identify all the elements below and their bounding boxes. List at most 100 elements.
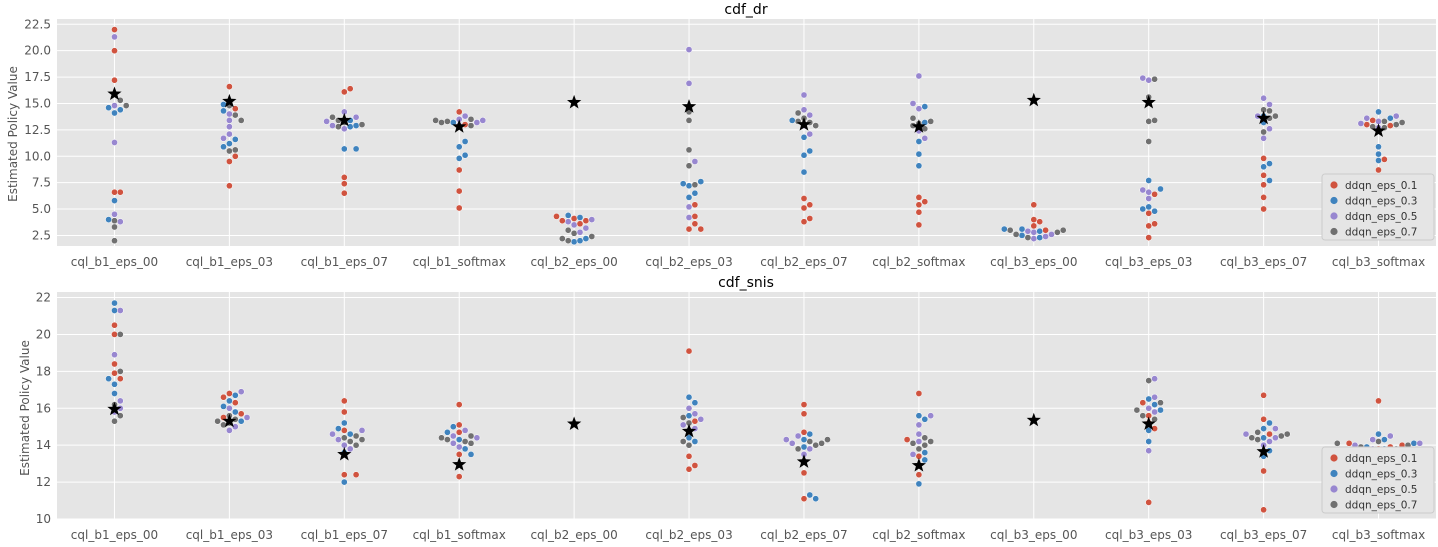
- data-point-ddqn-eps-0-3: [111, 307, 118, 314]
- reference-star-marker: [452, 457, 467, 471]
- data-point-ddqn-eps-0-3: [1260, 425, 1267, 432]
- x-tick-label: cql_b1_softmax: [413, 528, 506, 542]
- data-point-ddqn-eps-0-5: [1145, 188, 1153, 196]
- legend-marker: [1330, 485, 1338, 493]
- data-point-ddqn-eps-0-7: [358, 436, 366, 443]
- data-point-ddqn-eps-0-5: [1357, 120, 1365, 127]
- data-point-ddqn-eps-0-1: [455, 204, 463, 212]
- data-point-ddqn-eps-0-3: [915, 480, 923, 488]
- data-point-ddqn-eps-0-3: [691, 438, 699, 445]
- data-point-ddqn-eps-0-5: [915, 72, 923, 80]
- data-point-ddqn-eps-0-5: [564, 218, 572, 226]
- data-point-ddqn-eps-0-3: [1139, 205, 1147, 213]
- data-point-ddqn-eps-0-7: [116, 412, 124, 420]
- data-point-ddqn-eps-0-1: [800, 410, 808, 418]
- data-point-ddqn-eps-0-1: [1375, 397, 1382, 405]
- data-point-ddqn-eps-0-1: [553, 213, 560, 220]
- data-point-ddqn-eps-0-3: [111, 299, 118, 307]
- data-point-ddqn-eps-0-7: [111, 237, 118, 245]
- data-point-ddqn-eps-0-3: [1375, 143, 1382, 151]
- data-point-ddqn-eps-0-3: [346, 430, 354, 438]
- data-point-ddqn-eps-0-7: [111, 417, 118, 425]
- data-point-ddqn-eps-0-1: [800, 495, 808, 503]
- data-point-ddqn-eps-0-1: [116, 188, 124, 196]
- data-point-ddqn-eps-0-1: [685, 225, 693, 233]
- data-point-ddqn-eps-0-7: [116, 331, 124, 338]
- data-point-ddqn-eps-0-5: [226, 130, 233, 138]
- y-tick-label: 10.0: [24, 149, 51, 163]
- data-point-ddqn-eps-0-3: [111, 380, 118, 388]
- data-point-ddqn-eps-0-1: [1145, 499, 1153, 506]
- legend-label: ddqn_eps_0.1: [1345, 180, 1417, 192]
- legend-marker: [1330, 212, 1338, 220]
- data-point-ddqn-eps-0-1: [903, 436, 911, 443]
- data-point-ddqn-eps-0-3: [806, 491, 814, 499]
- data-point-ddqn-eps-0-5: [111, 33, 118, 41]
- data-point-ddqn-eps-0-3: [1036, 234, 1044, 241]
- plot-background: [57, 19, 1436, 246]
- data-point-ddqn-eps-0-3: [1036, 227, 1044, 235]
- data-point-ddqn-eps-0-7: [329, 113, 336, 121]
- data-point-ddqn-eps-0-3: [1145, 177, 1153, 184]
- data-point-ddqn-eps-0-5: [685, 46, 693, 53]
- data-point-ddqn-eps-0-1: [1260, 415, 1267, 423]
- data-point-ddqn-eps-0-5: [806, 111, 814, 119]
- data-point-ddqn-eps-0-7: [691, 181, 699, 189]
- legend: ddqn_eps_0.1 ddqn_eps_0.3 ddqn_eps_0.5ddqn…: [1321, 173, 1435, 241]
- data-point-ddqn-eps-0-3: [1000, 225, 1008, 233]
- data-point-ddqn-eps-0-7: [909, 114, 917, 122]
- data-point-ddqn-eps-0-5: [691, 158, 699, 165]
- data-point-ddqn-eps-0-3: [1375, 430, 1382, 438]
- data-point-ddqn-eps-0-3: [800, 168, 808, 176]
- data-point-ddqn-eps-0-7: [1277, 432, 1285, 440]
- data-point-ddqn-eps-0-3: [340, 478, 348, 486]
- y-tick-label: 2.5: [32, 228, 51, 242]
- y-tick-label: 17.5: [24, 70, 51, 84]
- data-point-ddqn-eps-0-5: [1151, 393, 1158, 401]
- data-point-ddqn-eps-0-3: [220, 403, 227, 410]
- data-point-ddqn-eps-0-1: [226, 390, 233, 397]
- x-tick-label: cql_b3_softmax: [1332, 255, 1425, 269]
- data-point-ddqn-eps-0-1: [915, 194, 923, 201]
- data-point-ddqn-eps-0-7: [467, 122, 475, 129]
- data-point-ddqn-eps-0-7: [438, 434, 445, 442]
- data-point-ddqn-eps-0-5: [226, 123, 233, 131]
- data-point-ddqn-eps-0-5: [685, 214, 693, 221]
- data-point-ddqn-eps-0-3: [788, 117, 796, 124]
- data-point-ddqn-eps-0-7: [231, 146, 239, 154]
- data-point-ddqn-eps-0-1: [455, 428, 463, 436]
- reference-star-marker: [1371, 123, 1386, 137]
- data-point-ddqn-eps-0-7: [1254, 428, 1262, 436]
- data-point-ddqn-eps-0-5: [588, 216, 596, 223]
- y-tick-label: 20.0: [24, 44, 51, 58]
- data-point-ddqn-eps-0-1: [455, 166, 463, 174]
- data-point-ddqn-eps-0-1: [697, 225, 705, 233]
- data-point-ddqn-eps-0-7: [1333, 439, 1341, 447]
- data-point-ddqn-eps-0-5: [1260, 94, 1267, 102]
- data-point-ddqn-eps-0-5: [921, 134, 929, 142]
- data-point-ddqn-eps-0-3: [111, 390, 118, 397]
- data-point-ddqn-eps-0-3: [1260, 163, 1267, 171]
- data-point-ddqn-eps-0-3: [1266, 160, 1273, 167]
- data-point-ddqn-eps-0-1: [231, 105, 239, 113]
- reference-star-marker: [1026, 92, 1041, 107]
- data-point-ddqn-eps-0-3: [111, 109, 118, 117]
- data-point-ddqn-eps-0-3: [806, 147, 814, 155]
- data-point-ddqn-eps-0-7: [1151, 75, 1158, 83]
- data-point-ddqn-eps-0-1: [1260, 194, 1267, 201]
- data-point-ddqn-eps-0-5: [1139, 74, 1147, 82]
- data-point-ddqn-eps-0-7: [340, 434, 348, 442]
- reference-star-marker: [681, 99, 697, 113]
- data-point-ddqn-eps-0-7: [1133, 406, 1141, 414]
- data-point-ddqn-eps-0-3: [444, 428, 451, 436]
- data-point-ddqn-eps-0-5: [1272, 434, 1279, 442]
- reference-star-marker: [452, 119, 467, 133]
- data-point-ddqn-eps-0-7: [927, 438, 935, 445]
- data-point-ddqn-eps-0-5: [685, 80, 693, 87]
- data-point-ddqn-eps-0-7: [1248, 434, 1256, 442]
- data-point-ddqn-eps-0-7: [438, 119, 445, 126]
- data-point-ddqn-eps-0-7: [1012, 231, 1020, 238]
- data-point-ddqn-eps-0-3: [105, 375, 112, 383]
- data-point-ddqn-eps-0-1: [352, 471, 360, 479]
- x-tick-label: cql_b2_softmax: [872, 255, 965, 269]
